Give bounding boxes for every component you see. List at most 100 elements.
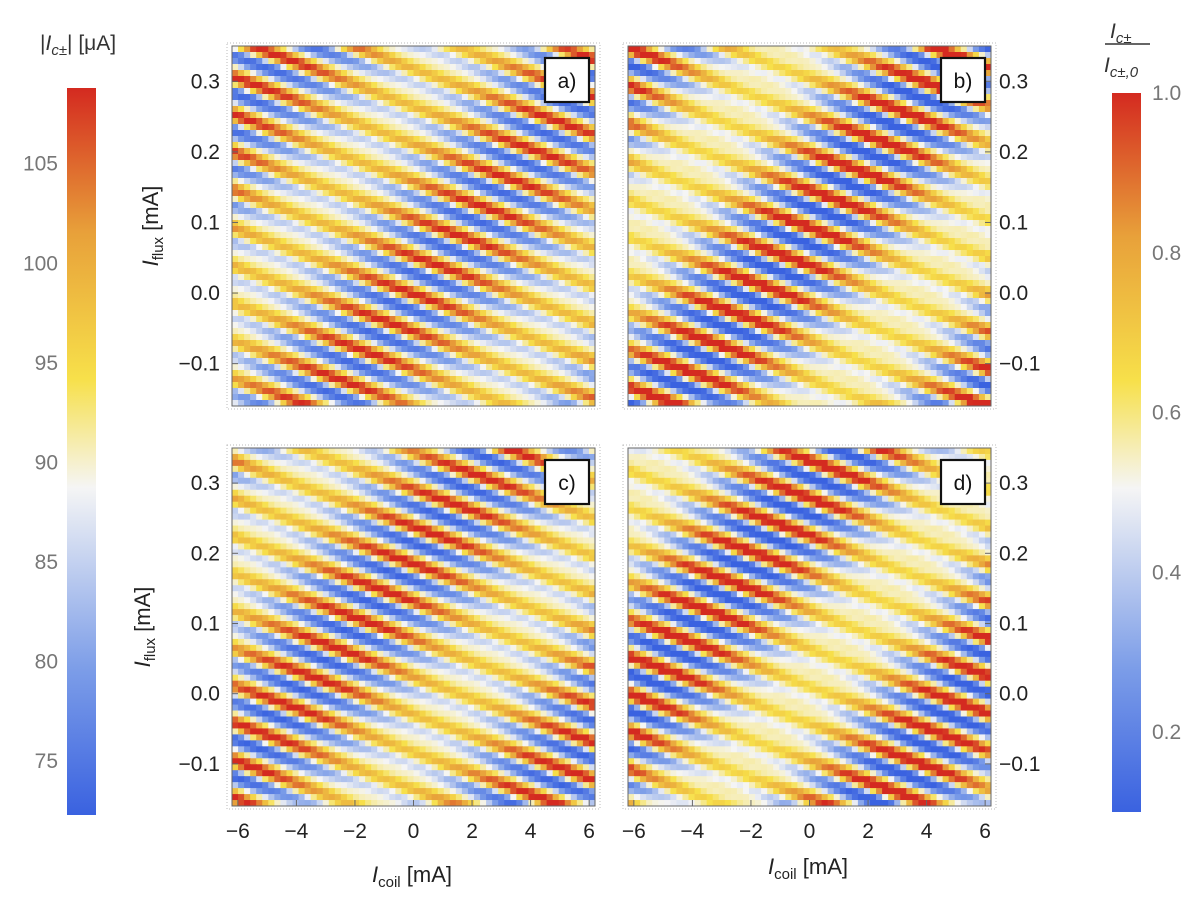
heatmap-cell [310, 130, 318, 137]
heatmap-cell [316, 226, 324, 233]
heatmap-cell [455, 142, 463, 149]
heatmap-cell [510, 148, 517, 155]
heatmap-cell [298, 124, 306, 131]
heatmap-cell [712, 154, 720, 161]
heatmap-cell [516, 94, 523, 101]
heatmap-cell [250, 208, 257, 215]
heatmap-cell [504, 94, 511, 101]
heatmap-cell [244, 232, 251, 239]
heatmap-cell [570, 292, 578, 299]
heatmap-cell [540, 310, 548, 317]
heatmap-cell [516, 214, 523, 221]
heatmap-cell [419, 88, 427, 95]
heatmap-cell [353, 214, 360, 221]
heatmap-cell [682, 112, 690, 119]
heatmap-cell [827, 130, 835, 137]
heatmap-cell [640, 130, 647, 137]
heatmap-cell [960, 160, 968, 167]
heatmap-cell [570, 190, 578, 197]
heatmap-cell [298, 70, 306, 77]
heatmap-cell [365, 112, 372, 119]
heatmap-cell [383, 388, 390, 395]
heatmap-cell [316, 286, 324, 293]
heatmap-cell [634, 64, 641, 71]
heatmap-cell [628, 88, 635, 95]
heatmap-cell [232, 304, 239, 311]
heatmap-cell [821, 88, 829, 95]
heatmap-cell [401, 274, 409, 281]
heatmap-cell [359, 328, 366, 335]
heatmap-cell [954, 52, 962, 59]
heatmap-cell [851, 112, 859, 119]
heatmap-cell [640, 112, 647, 119]
heatmap-cell [298, 148, 306, 155]
heatmap-cell [340, 340, 348, 347]
heatmap-cell [437, 46, 445, 53]
heatmap-cell [383, 202, 390, 209]
heatmap-cell [353, 328, 360, 335]
heatmap-cell [268, 208, 275, 215]
heatmap-cell [419, 328, 427, 335]
heatmap-cell [534, 304, 542, 311]
heatmap-cell [882, 94, 889, 101]
heatmap-cell [888, 172, 895, 179]
heatmap-cell [564, 292, 572, 299]
heatmap-cell [779, 52, 786, 59]
heatmap-cell [419, 82, 427, 89]
heatmap-cell [498, 298, 505, 305]
heatmap-cell [857, 106, 865, 113]
heatmap-cell [377, 154, 384, 161]
heatmap-cell [286, 262, 294, 269]
heatmap-cell [588, 382, 595, 389]
heatmap-cell [467, 52, 475, 59]
heatmap-cell [882, 58, 889, 65]
heatmap-cell [918, 106, 926, 113]
heatmap-cell [540, 220, 548, 227]
heatmap-cell [552, 160, 560, 167]
heatmap-cell [274, 142, 281, 149]
heatmap-cell [244, 142, 251, 149]
heatmap-cell [425, 136, 433, 143]
heatmap-cell [480, 298, 487, 305]
heatmap-cell [845, 160, 853, 167]
heatmap-cell [863, 94, 871, 101]
heatmap-cell [455, 358, 463, 365]
heatmap-cell [582, 286, 590, 293]
heatmap-cell [250, 280, 257, 287]
heatmap-cell [334, 238, 342, 245]
heatmap-cell [365, 148, 372, 155]
heatmap-cell [670, 88, 677, 95]
heatmap-cell [779, 88, 786, 95]
heatmap-cell [634, 76, 641, 83]
heatmap-cell [797, 118, 805, 125]
heatmap-cell [936, 94, 944, 101]
heatmap-cell [395, 376, 402, 383]
heatmap-cell [383, 190, 390, 197]
heatmap-cell [900, 124, 907, 131]
heatmap-cell [972, 124, 980, 131]
heatmap-cell [498, 274, 505, 281]
heatmap-cell [407, 154, 415, 161]
heatmap-cell [371, 142, 378, 149]
heatmap-cell [292, 364, 300, 371]
heatmap-cell [353, 268, 360, 275]
heatmap-cell [383, 166, 390, 173]
heatmap-cell [564, 106, 572, 113]
heatmap-cell [761, 112, 768, 119]
heatmap-cell [310, 304, 318, 311]
heatmap-cell [821, 76, 829, 83]
heatmap-cell [700, 148, 708, 155]
heatmap-cell [340, 76, 348, 83]
heatmap-cell [395, 100, 402, 107]
heatmap-cell [718, 154, 726, 161]
heatmap-cell [706, 112, 714, 119]
heatmap-cell [906, 100, 913, 107]
heatmap-cell [353, 322, 360, 329]
heatmap-cell [407, 274, 415, 281]
heatmap-cell [564, 340, 572, 347]
heatmap-cell [250, 52, 257, 59]
heatmap-cell [365, 136, 372, 143]
heatmap-cell [371, 346, 378, 353]
heatmap-cell [340, 370, 348, 377]
heatmap-cell [474, 364, 481, 371]
